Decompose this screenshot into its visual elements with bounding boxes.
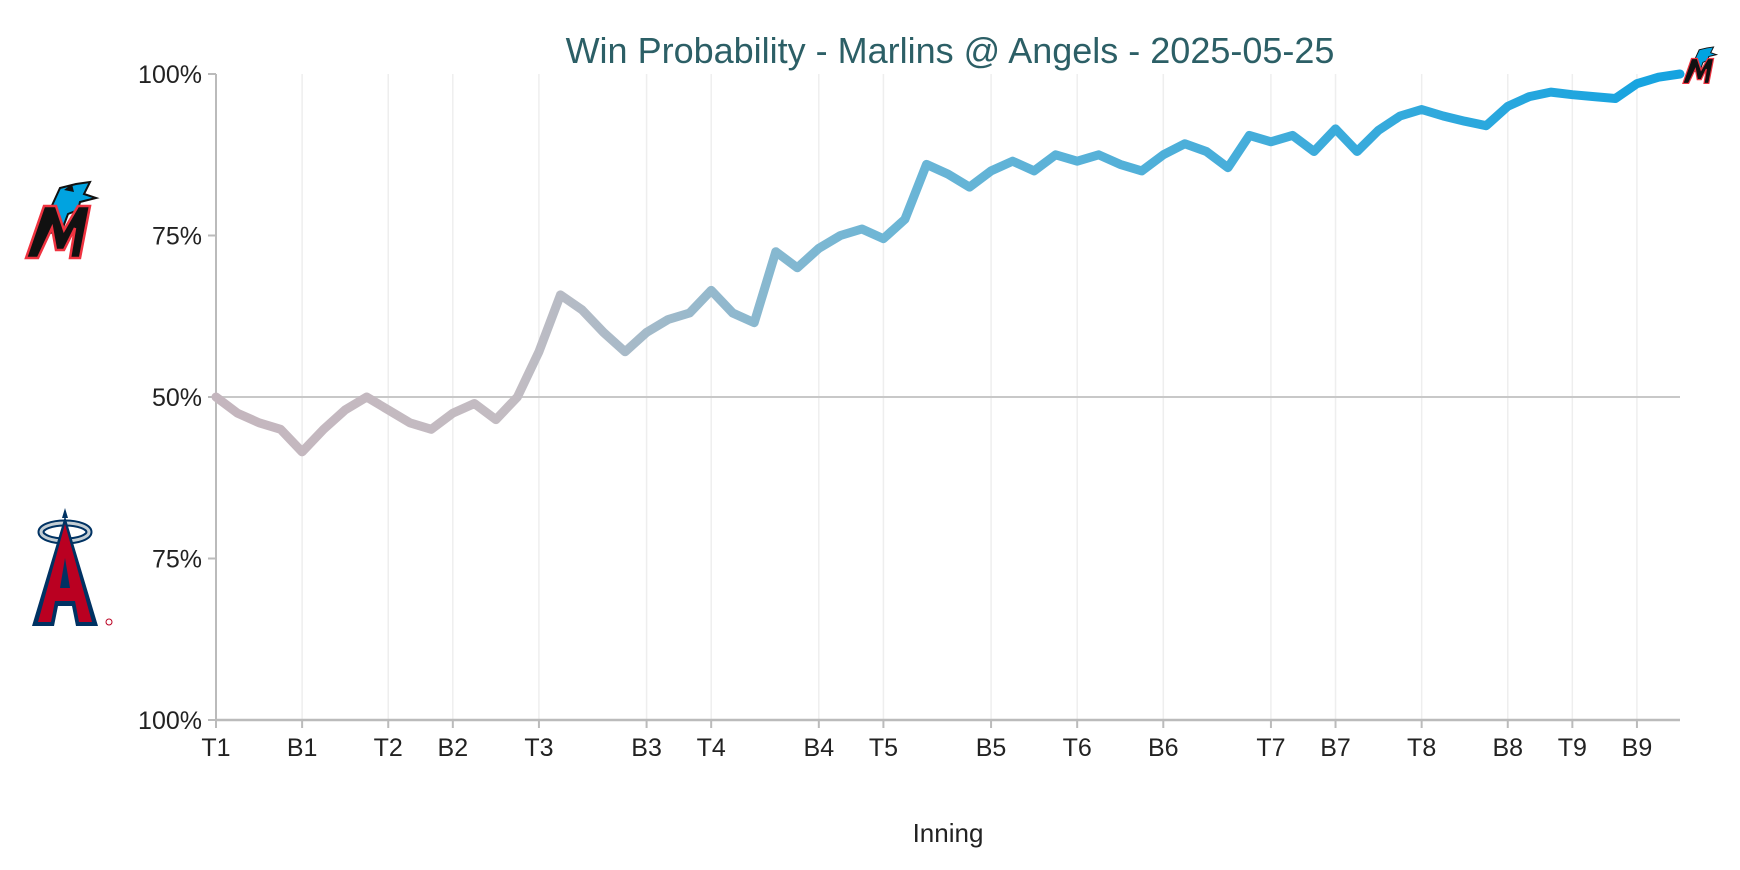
x-tick-label-b7: B7 [1320, 734, 1351, 762]
x-tick-label-t6: T6 [1063, 734, 1092, 762]
x-tick-label-b1: B1 [287, 734, 318, 762]
x-axis-label: Inning [913, 818, 984, 848]
y-tick-label: 100% [138, 707, 202, 735]
x-tick-label-b9: B9 [1622, 734, 1653, 762]
y-axis-ticks: 100% 75% 50% 75% 100% [138, 61, 216, 735]
x-tick-label-t4: T4 [697, 734, 726, 762]
y-tick-label: 100% [138, 61, 202, 89]
marlins-end-marker [1682, 46, 1719, 85]
x-tick-label-b8: B8 [1492, 734, 1523, 762]
x-axis-ticks: T1 B1 T2 B2 T3 B3 T4 B4 T5 B5 T6 B6 T7 B7 T8 B8 T9 B9 [201, 720, 1652, 762]
x-tick-label-t1: T1 [201, 734, 230, 762]
x-tick-label-t7: T7 [1256, 734, 1285, 762]
x-tick-label-b4: B4 [804, 734, 835, 762]
y-tick-label: 75% [152, 223, 202, 251]
x-tick-label-b3: B3 [631, 734, 662, 762]
x-tick-label-t8: T8 [1407, 734, 1436, 762]
x-tick-label-t5: T5 [869, 734, 898, 762]
marlins-logo [24, 180, 100, 260]
x-tick-label-t9: T9 [1558, 734, 1587, 762]
y-tick-label: 75% [152, 546, 202, 574]
x-tick-label-b5: B5 [976, 734, 1007, 762]
x-tick-label-t3: T3 [524, 734, 553, 762]
win-probability-line [211, 69, 1685, 457]
y-tick-label: 50% [152, 384, 202, 412]
x-tick-label-b6: B6 [1148, 734, 1179, 762]
x-tick-label-t2: T2 [374, 734, 403, 762]
chart-title: Win Probability - Marlins @ Angels - 202… [566, 30, 1335, 71]
angels-logo [32, 508, 113, 626]
x-tick-label-b2: B2 [438, 734, 469, 762]
